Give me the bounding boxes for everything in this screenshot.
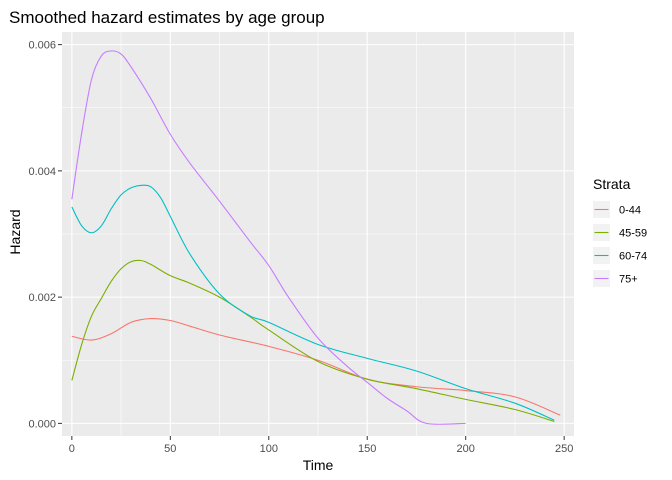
legend: Strata 0-44 45-59 60-74 75+ (593, 176, 647, 287)
series-line-60-74 (71, 184, 555, 421)
series-line-0-44 (71, 317, 561, 416)
legend-items: 0-44 45-59 60-74 75+ (593, 201, 647, 287)
chart-title: Smoothed hazard estimates by age group (9, 8, 325, 27)
plot-panel (62, 32, 574, 436)
series-lines (71, 50, 561, 425)
x-tick-label: 0 (69, 443, 75, 455)
x-tick-label: 100 (260, 443, 278, 455)
grid-major (62, 32, 574, 436)
legend-label: 75+ (619, 274, 638, 286)
y-tick-label: 0.002 (28, 292, 56, 304)
legend-label: 0-44 (619, 205, 641, 217)
legend-label: 60-74 (619, 251, 647, 263)
series-line-75+ (71, 50, 466, 425)
x-tick-label: 150 (358, 443, 376, 455)
y-axis-title: Hazard (7, 209, 23, 254)
legend-label: 45-59 (619, 228, 647, 240)
y-tick-label: 0.000 (28, 418, 56, 430)
x-tick-label: 250 (555, 443, 573, 455)
y-tick-label: 0.004 (28, 166, 56, 178)
y-tick-label: 0.006 (28, 40, 56, 52)
x-axis-title: Time (303, 457, 334, 473)
y-axis: 0.000 0.002 0.004 0.006 (28, 40, 62, 430)
legend-title: Strata (593, 176, 631, 192)
series-line-45-59 (71, 259, 555, 423)
x-tick-label: 200 (457, 443, 475, 455)
x-tick-label: 50 (164, 443, 176, 455)
x-axis: 0 50 100 150 200 250 (69, 436, 573, 455)
